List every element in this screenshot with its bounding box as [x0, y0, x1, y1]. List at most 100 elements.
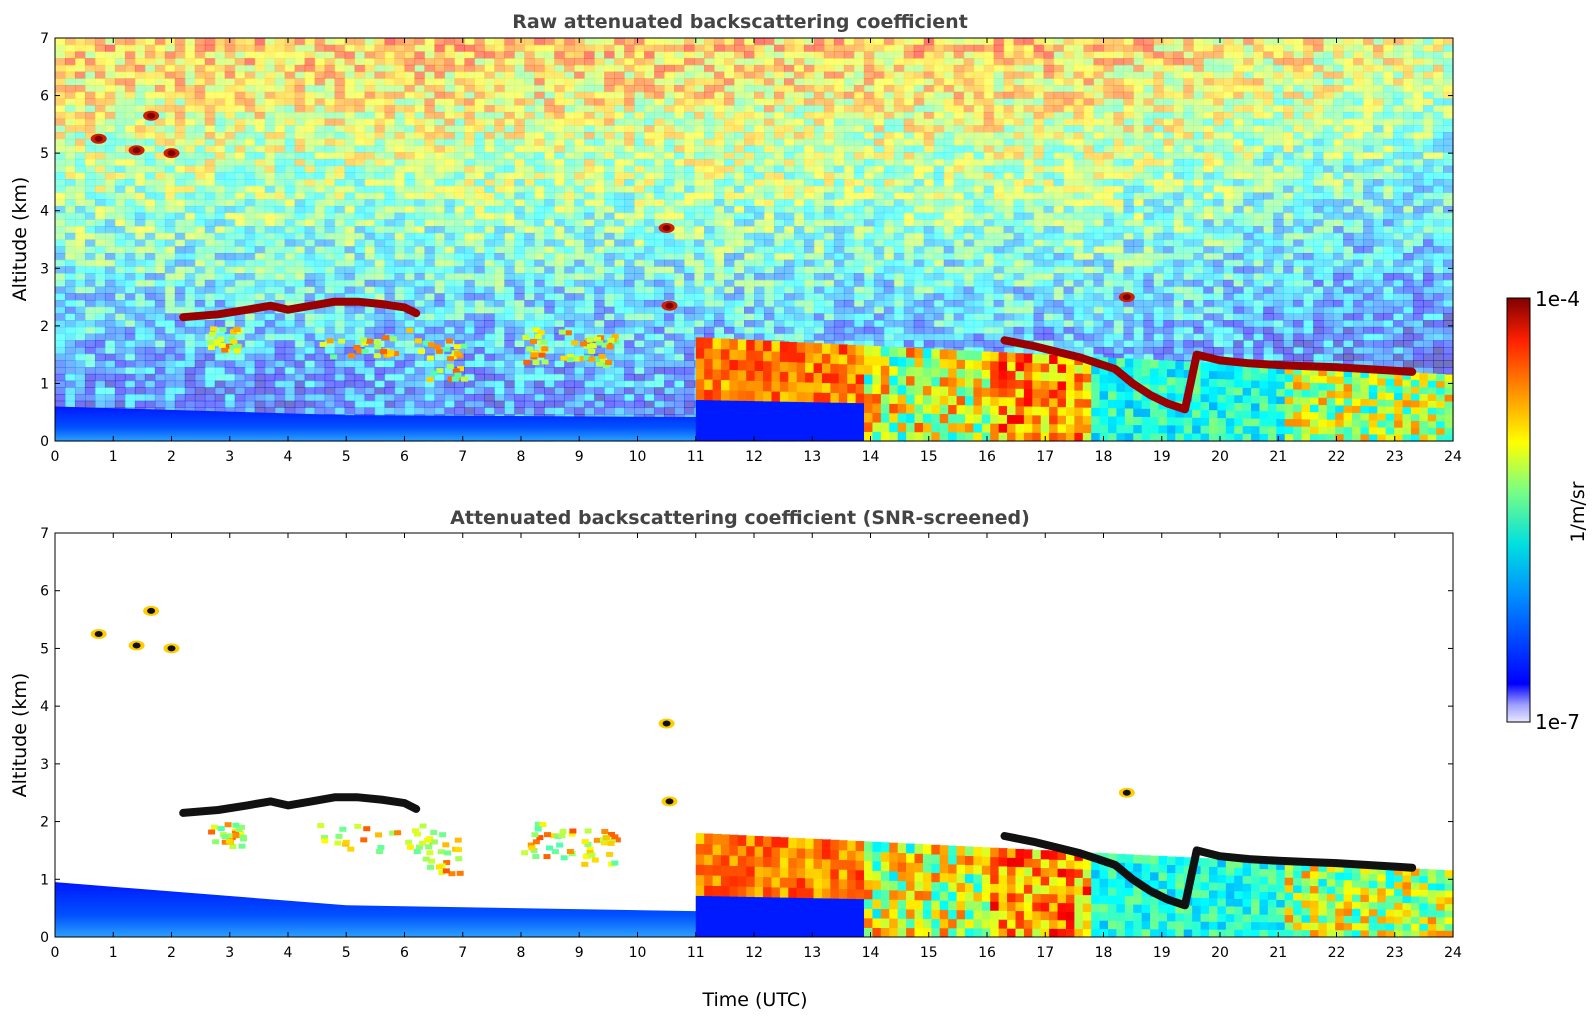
noise-cell	[584, 252, 595, 261]
noise-cell	[324, 407, 336, 415]
noise-cell	[94, 313, 106, 321]
noise-cell	[374, 219, 386, 227]
noise-cell	[164, 306, 176, 314]
noise-cell	[524, 152, 535, 160]
noise-cell	[534, 145, 545, 153]
noise-cell	[734, 152, 745, 160]
noise-cell	[234, 58, 246, 66]
noise-cell	[174, 306, 186, 314]
noise-cell	[873, 246, 885, 254]
noise-cell	[64, 400, 76, 409]
noise-cell	[554, 165, 565, 173]
noise-cell	[634, 192, 645, 200]
noise-cell	[853, 145, 865, 153]
noise-cell	[84, 179, 96, 187]
noise-cell	[654, 373, 665, 382]
noise-cell	[364, 326, 376, 335]
noise-cell	[594, 219, 605, 227]
noise-cell	[654, 64, 665, 73]
noise-cell	[264, 320, 276, 328]
noise-cell	[813, 219, 825, 227]
noise-cell	[55, 259, 66, 267]
noise-cell	[304, 360, 316, 368]
noise-cell	[504, 333, 515, 341]
noise-cell	[424, 219, 436, 227]
noise-cell	[773, 125, 785, 133]
noise-cell	[254, 138, 266, 147]
noise-cell	[204, 64, 216, 73]
noise-cell	[803, 44, 815, 53]
noise-cell	[524, 105, 535, 113]
noise-cell	[694, 259, 705, 267]
noise-cell	[55, 326, 66, 335]
noise-cell	[55, 346, 66, 355]
noise-cell	[94, 71, 106, 79]
noise-cell	[194, 320, 206, 328]
noise-cell	[564, 320, 575, 328]
noise-cell	[434, 165, 446, 173]
noise-cell	[444, 239, 456, 247]
noise-cell	[614, 118, 625, 126]
noise-cell	[174, 273, 186, 281]
noise-cell	[833, 192, 845, 200]
noise-cell	[204, 98, 216, 106]
noise-cell	[224, 246, 236, 254]
noise-cell	[74, 373, 86, 382]
noise-cell	[554, 205, 565, 214]
noise-cell	[454, 51, 466, 59]
noise-cell	[374, 172, 386, 180]
noise-cell	[154, 286, 166, 294]
noise-cell	[364, 393, 376, 402]
noise-cell	[94, 320, 106, 328]
noise-cell	[823, 286, 835, 294]
noise-cell	[294, 387, 306, 395]
noise-cell	[584, 387, 595, 395]
noise-cell	[813, 98, 825, 106]
noise-cell	[454, 85, 466, 93]
noise-cell	[244, 360, 256, 368]
noise-cell	[654, 172, 665, 180]
noise-cell	[843, 58, 855, 66]
noise-cell	[614, 165, 625, 173]
noise-cell	[763, 232, 775, 241]
noise-cell	[724, 333, 735, 341]
noise-cell	[84, 105, 96, 113]
noise-cell	[534, 85, 545, 93]
noise-cell	[414, 219, 426, 227]
noise-cell	[244, 400, 256, 409]
noise-cell	[74, 266, 86, 274]
noise-cell	[254, 205, 266, 214]
noise-cell	[474, 158, 485, 167]
noise-cell	[813, 58, 825, 66]
noise-cell	[324, 219, 336, 227]
noise-cell	[364, 346, 376, 355]
noise-cell	[74, 118, 86, 126]
noise-cell	[614, 51, 625, 59]
noise-cell	[464, 259, 475, 267]
noise-cell	[624, 219, 635, 227]
noise-cell	[644, 259, 655, 267]
noise-cell	[724, 98, 735, 106]
noise-cell	[604, 199, 615, 207]
noise-cell	[494, 360, 505, 368]
noise-cell	[564, 64, 575, 73]
noise-cell	[444, 387, 456, 395]
noise-cell	[604, 98, 615, 106]
noise-cell	[524, 407, 535, 415]
noise-cell	[654, 205, 665, 214]
noise-cell	[274, 353, 286, 361]
noise-cell	[744, 125, 755, 133]
noise-cell	[74, 44, 86, 53]
noise-cell	[324, 205, 336, 214]
noise-cell	[314, 118, 326, 126]
noise-cell	[454, 393, 466, 402]
noise-cell	[853, 320, 865, 328]
noise-cell	[644, 279, 655, 288]
noise-cell	[554, 192, 565, 200]
noise-cell	[644, 326, 655, 335]
noise-cell	[853, 252, 865, 261]
noise-cell	[584, 172, 595, 180]
noise-cell	[514, 138, 525, 147]
noise-cell	[514, 152, 525, 160]
noise-cell	[833, 98, 845, 106]
